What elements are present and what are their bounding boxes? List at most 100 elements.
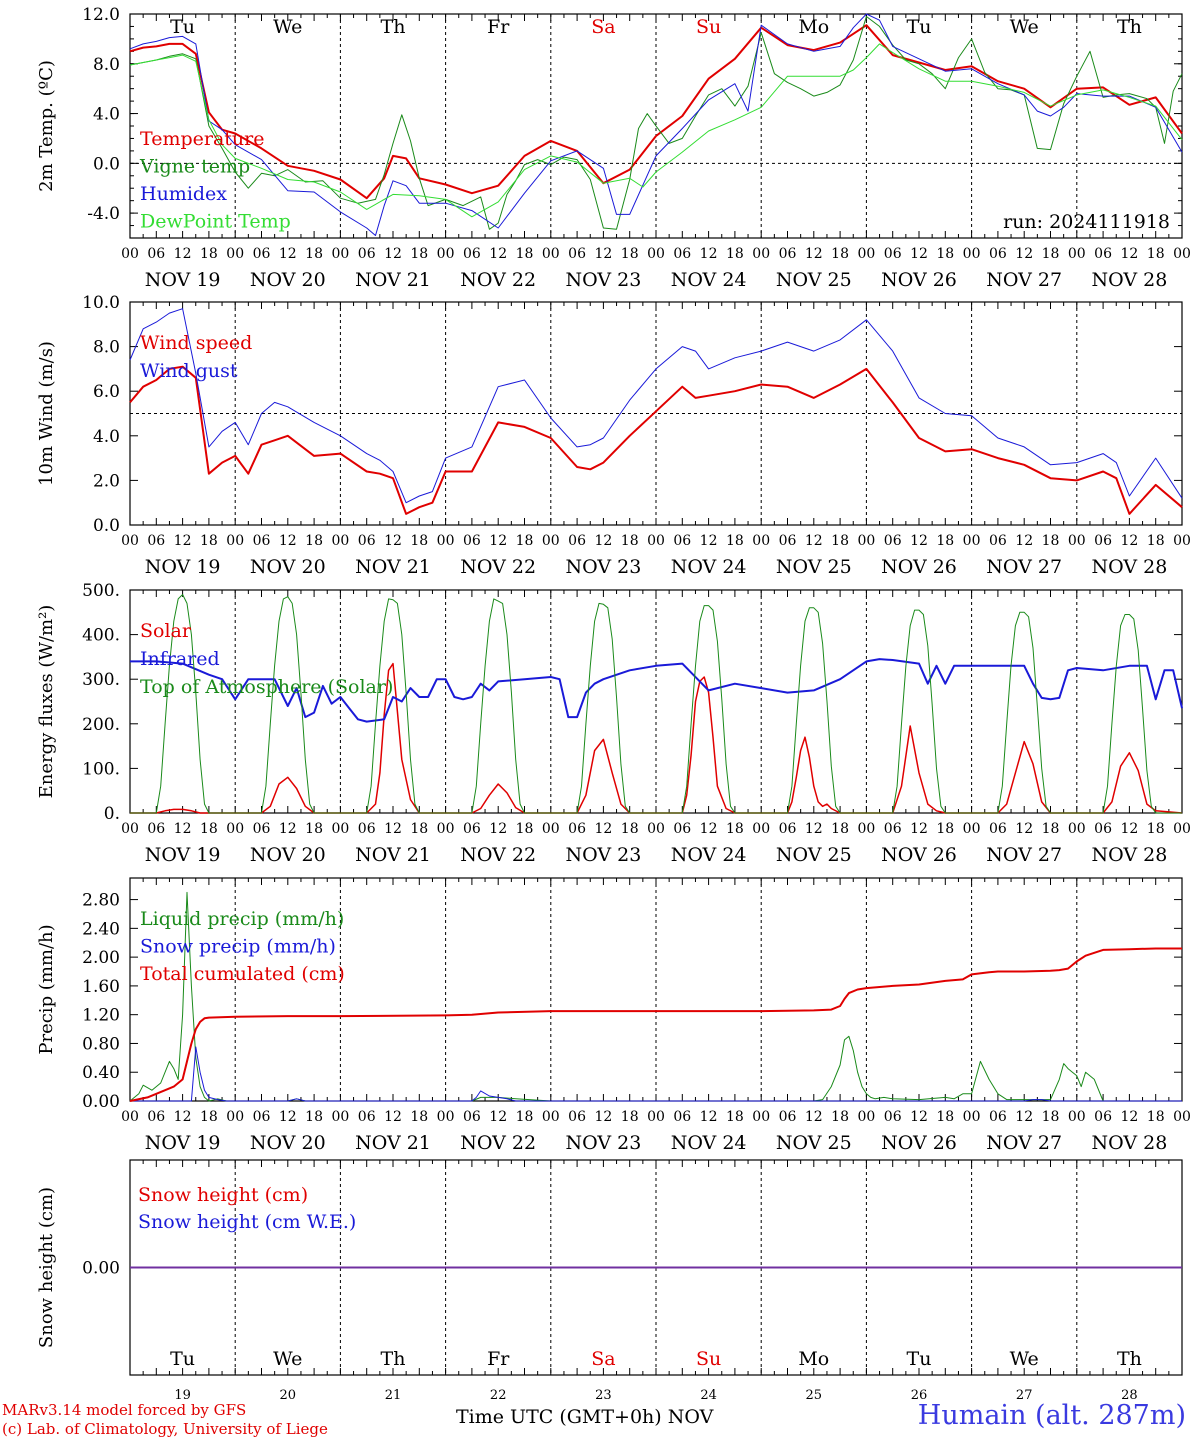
time-axis-text: Time UTC (GMT+0h) — [456, 1406, 662, 1428]
y-tick-label: 0.0 — [93, 516, 120, 536]
hour-tick-label: 12 — [700, 246, 718, 262]
hour-tick-label: 12 — [384, 821, 402, 837]
series-line-3 — [129, 13, 1183, 236]
hour-tick-label: 18 — [1042, 821, 1060, 837]
date-label: NOV 21 — [355, 269, 431, 291]
hour-tick-label: 12 — [594, 1109, 612, 1125]
series-line-3 — [129, 947, 1182, 1102]
date-label: NOV 26 — [881, 844, 957, 866]
hour-tick-label: 18 — [200, 533, 218, 549]
hour-tick-label: 00 — [963, 821, 981, 837]
hour-tick-label: 18 — [410, 246, 428, 262]
weekday-label: Th — [381, 16, 406, 38]
day-number-label: 26 — [911, 1388, 928, 1403]
hour-tick-label: 06 — [358, 821, 376, 837]
y-axis-label: Precip (mm/h) — [36, 924, 57, 1054]
hour-tick-label: 18 — [621, 821, 639, 837]
date-label: NOV 26 — [881, 269, 957, 291]
hour-tick-label: 12 — [489, 821, 507, 837]
legend-entry: Vigne temp — [139, 156, 250, 178]
date-label: NOV 27 — [986, 1132, 1062, 1154]
hour-tick-label: 06 — [884, 821, 902, 837]
hour-tick-label: 12 — [489, 246, 507, 262]
hour-tick-label: 12 — [910, 246, 928, 262]
hour-tick-label: 00 — [857, 246, 875, 262]
hour-tick-label: 00 — [1068, 1109, 1086, 1125]
date-label: NOV 24 — [671, 269, 747, 291]
hour-tick-label: 06 — [779, 1109, 797, 1125]
hour-tick-label: 18 — [621, 246, 639, 262]
date-label: NOV 28 — [1091, 1132, 1167, 1154]
weekday-label: We — [1010, 1348, 1039, 1370]
hour-tick-label: 00 — [542, 821, 560, 837]
series-line-1 — [129, 365, 1183, 515]
series-line-3 — [130, 594, 1182, 814]
y-tick-label: 2.0 — [93, 471, 120, 491]
hour-tick-label: 00 — [963, 533, 981, 549]
hour-tick-label: 00 — [647, 246, 665, 262]
date-label: NOV 21 — [355, 556, 431, 578]
hour-tick-label: 00 — [752, 246, 770, 262]
date-label: NOV 20 — [250, 556, 326, 578]
hour-tick-label: 06 — [673, 821, 691, 837]
hour-tick-label: 00 — [647, 821, 665, 837]
weekday-label: Tu — [170, 16, 195, 38]
hour-tick-label: 18 — [1147, 1109, 1165, 1125]
hour-tick-label: 06 — [884, 246, 902, 262]
hour-tick-label: 18 — [516, 246, 534, 262]
hour-tick-label: 06 — [253, 533, 271, 549]
date-label: NOV 19 — [145, 269, 221, 291]
hour-tick-label: 06 — [463, 246, 481, 262]
hour-tick-label: 00 — [1173, 246, 1191, 262]
hour-tick-label: 06 — [779, 821, 797, 837]
date-label: NOV 24 — [671, 1132, 747, 1154]
date-label: NOV 25 — [776, 844, 852, 866]
hour-tick-label: 18 — [936, 533, 954, 549]
hour-tick-label: 12 — [910, 1109, 928, 1125]
hour-tick-label: 18 — [1042, 533, 1060, 549]
y-axis-label: Snow height (cm) — [36, 1187, 57, 1348]
weekday-label: We — [273, 16, 302, 38]
hour-tick-label: 00 — [542, 533, 560, 549]
date-label: NOV 26 — [881, 556, 957, 578]
weekday-label: Th — [381, 1348, 406, 1370]
y-tick-label: 400. — [82, 626, 120, 646]
y-tick-label: 300. — [82, 670, 120, 690]
legend-entry: Snow height (cm W.E.) — [138, 1211, 356, 1233]
hour-tick-label: 18 — [621, 1109, 639, 1125]
date-label: NOV 23 — [565, 556, 641, 578]
hour-tick-label: 12 — [174, 1109, 192, 1125]
hour-tick-label: 06 — [358, 246, 376, 262]
hour-tick-label: 00 — [121, 246, 139, 262]
hour-tick-label: 06 — [779, 246, 797, 262]
hour-tick-label: 00 — [647, 533, 665, 549]
date-label: NOV 24 — [671, 844, 747, 866]
hour-tick-label: 18 — [410, 821, 428, 837]
hour-tick-label: 18 — [516, 1109, 534, 1125]
date-label: NOV 22 — [460, 844, 536, 866]
y-axis-label: 2m Temp. (ºC) — [36, 60, 57, 192]
hour-tick-label: 00 — [752, 533, 770, 549]
date-label: NOV 21 — [355, 844, 431, 866]
hour-tick-label: 18 — [726, 1109, 744, 1125]
hour-tick-label: 00 — [331, 533, 349, 549]
legend-entry: Total cumulated (cm) — [140, 963, 345, 985]
y-tick-label: 8.0 — [93, 338, 120, 358]
weekday-label: Sa — [591, 1348, 615, 1370]
date-label: NOV 22 — [460, 556, 536, 578]
hour-tick-label: 00 — [647, 1109, 665, 1125]
weekday-label: Sa — [591, 16, 615, 38]
hour-tick-label: 00 — [226, 533, 244, 549]
run-label: run: 2024111918 — [1003, 211, 1170, 233]
hour-tick-label: 00 — [226, 246, 244, 262]
hour-tick-label: 06 — [568, 533, 586, 549]
hour-tick-label: 12 — [594, 533, 612, 549]
hour-tick-label: 12 — [910, 533, 928, 549]
hour-tick-label: 12 — [174, 821, 192, 837]
hour-tick-label: 18 — [936, 1109, 954, 1125]
hour-tick-label: 00 — [331, 821, 349, 837]
hour-tick-label: 18 — [410, 533, 428, 549]
date-label: NOV 20 — [250, 269, 326, 291]
hour-tick-label: 00 — [752, 1109, 770, 1125]
hour-tick-label: 12 — [805, 821, 823, 837]
